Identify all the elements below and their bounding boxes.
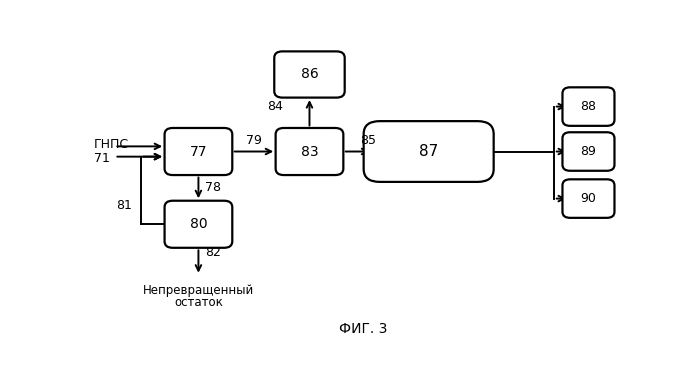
Text: 78: 78 bbox=[206, 181, 222, 194]
Text: ГНПС: ГНПС bbox=[94, 138, 129, 151]
Text: 77: 77 bbox=[189, 145, 207, 158]
Text: 83: 83 bbox=[301, 145, 318, 158]
FancyBboxPatch shape bbox=[275, 128, 343, 175]
Text: 84: 84 bbox=[268, 100, 284, 113]
Text: 89: 89 bbox=[581, 145, 596, 158]
Text: 71: 71 bbox=[94, 152, 110, 165]
Text: 79: 79 bbox=[246, 134, 262, 147]
Text: Непревращенный: Непревращенный bbox=[143, 284, 254, 297]
Text: 82: 82 bbox=[206, 246, 222, 259]
Text: 81: 81 bbox=[116, 198, 132, 212]
FancyBboxPatch shape bbox=[563, 179, 614, 218]
Text: 90: 90 bbox=[581, 192, 596, 205]
FancyBboxPatch shape bbox=[164, 201, 232, 248]
Text: 86: 86 bbox=[301, 68, 318, 81]
FancyBboxPatch shape bbox=[164, 128, 232, 175]
Text: ФИГ. 3: ФИГ. 3 bbox=[340, 322, 388, 336]
Text: остаток: остаток bbox=[174, 296, 223, 309]
FancyBboxPatch shape bbox=[563, 88, 614, 126]
Text: 87: 87 bbox=[419, 144, 438, 159]
Text: 88: 88 bbox=[580, 100, 596, 113]
FancyBboxPatch shape bbox=[563, 132, 614, 171]
Text: 85: 85 bbox=[360, 134, 376, 147]
Text: 80: 80 bbox=[189, 217, 207, 231]
FancyBboxPatch shape bbox=[363, 121, 493, 182]
FancyBboxPatch shape bbox=[274, 51, 345, 98]
